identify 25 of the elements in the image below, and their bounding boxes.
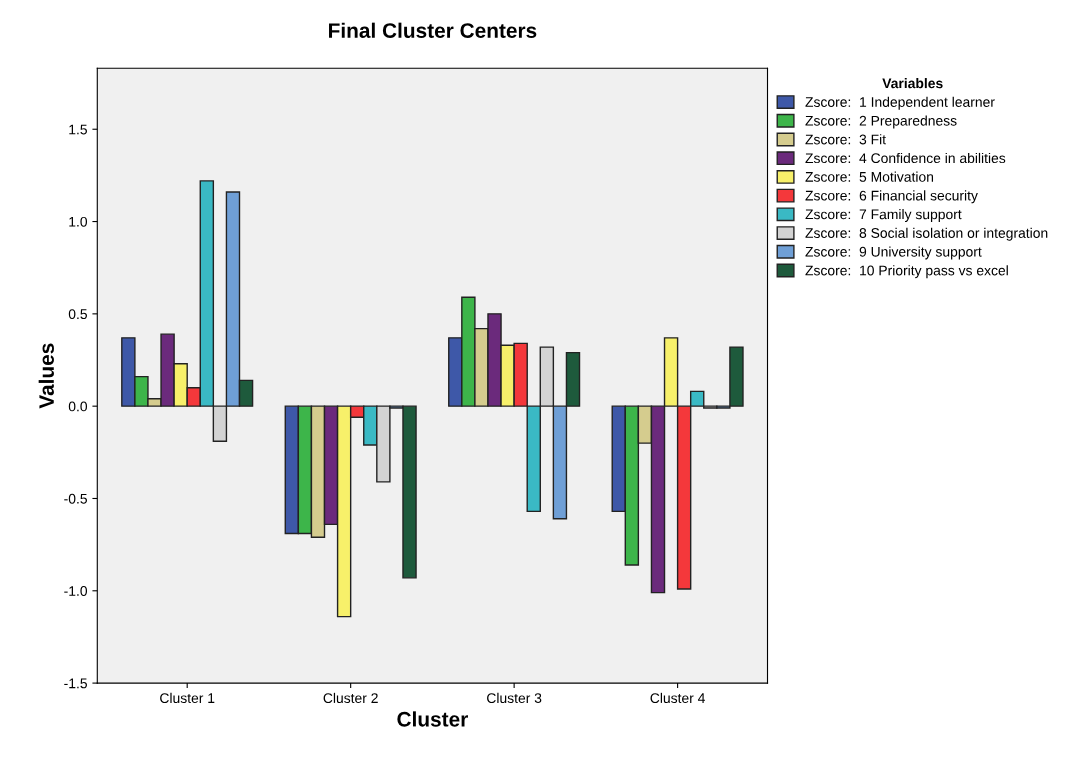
legend-label: Zscore: 1 Independent learner [805,96,995,110]
x-tick-label: Cluster 4 [650,692,705,704]
chart-title: Final Cluster Centers [329,22,537,38]
y-tick-label: -1.5 [64,678,87,689]
x-tick-label: Cluster 2 [323,692,378,704]
x-tick-label: Cluster 1 [160,692,215,704]
legend-label: Zscore: 4 Confidence in abilities [805,152,1006,164]
y-tick-label: 0.5 [68,309,87,320]
legend-label: Zscore: 2 Preparedness [805,115,957,129]
x-axis-title: Cluster [397,711,468,727]
legend-title: Variables [882,78,943,89]
y-tick-label: 1.0 [69,216,88,227]
y-tick-label: 1.5 [69,124,87,135]
y-tick-label: 0.0 [68,401,88,412]
legend-label: Zscore: 7 Family support [805,209,962,222]
legend-label: Zscore: 5 Motivation [805,171,934,182]
legend-label: Zscore: 3 Fit [805,134,886,145]
legend-label: Zscore: 6 Financial security [805,190,978,204]
legend-label: Zscore: 8 Social isolation or integration [805,227,1048,241]
x-tick-label: Cluster 3 [487,692,542,704]
y-tick-label: -1.0 [64,586,88,596]
y-axis-title: Values [38,343,54,409]
legend-label: Zscore: 9 University support [805,246,982,260]
legend-label: Zscore: 10 Priority pass vs excel [805,265,1008,279]
y-tick-label: -0.5 [64,493,87,504]
